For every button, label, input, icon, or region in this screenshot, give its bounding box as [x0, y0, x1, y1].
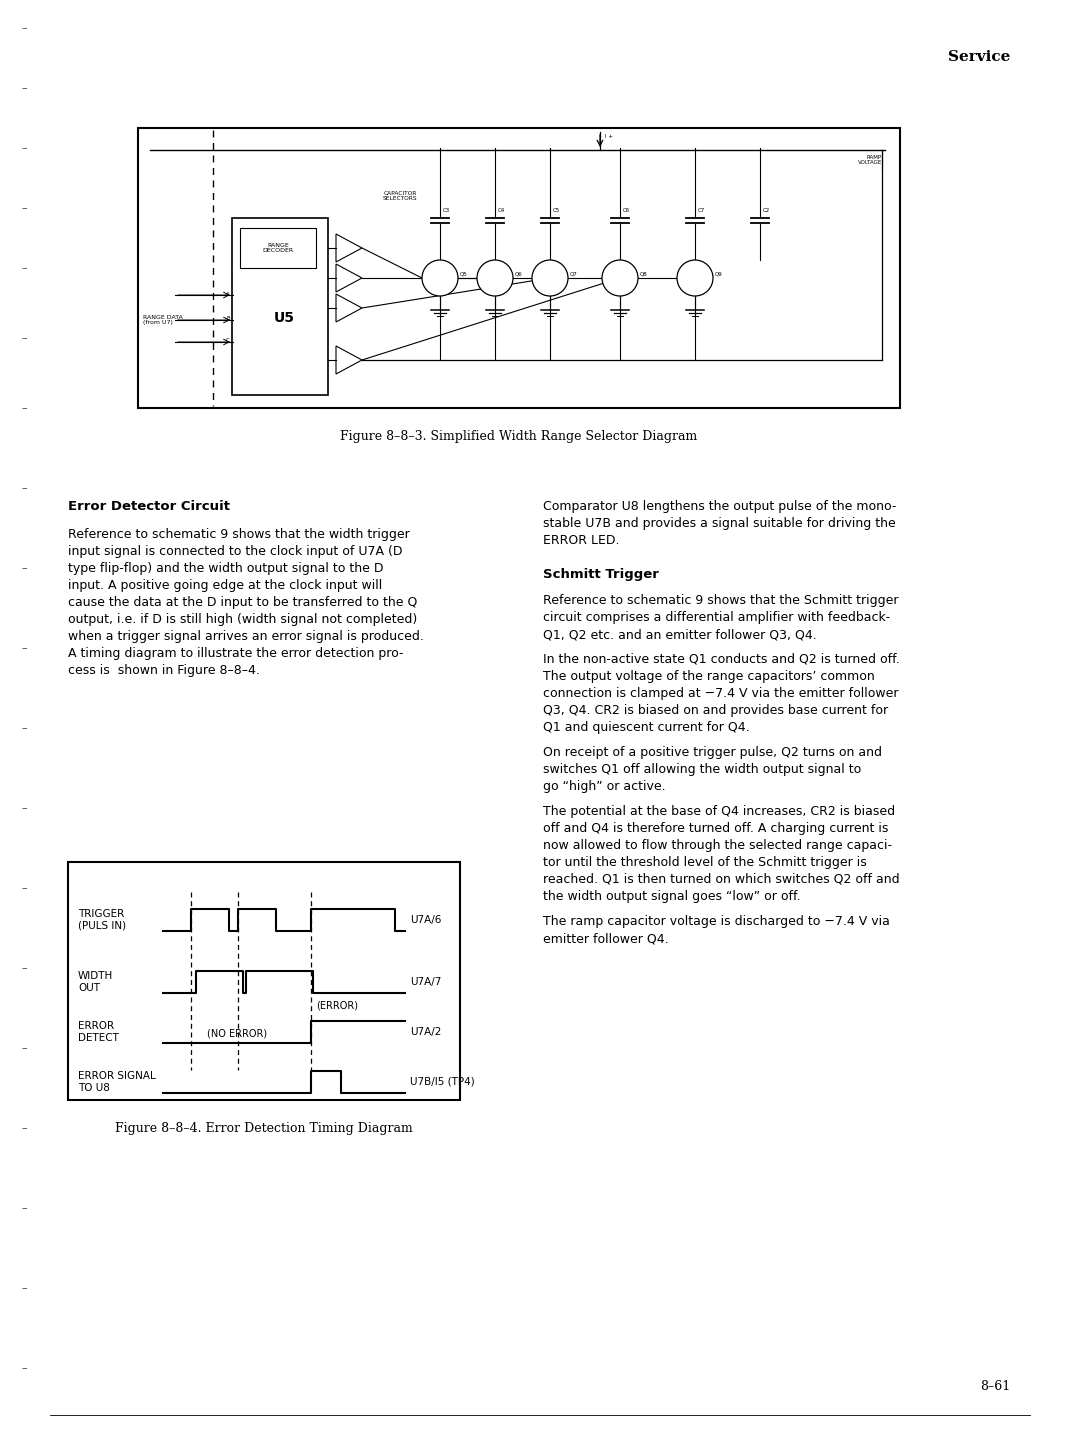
Text: –: –	[22, 1123, 27, 1133]
Text: WIDTH
OUT: WIDTH OUT	[78, 971, 113, 992]
Text: go “high” or active.: go “high” or active.	[543, 779, 665, 794]
Text: cess is  shown in Figure 8–8–4.: cess is shown in Figure 8–8–4.	[68, 664, 260, 676]
Text: output, i.e. if D is still high (width signal not completed): output, i.e. if D is still high (width s…	[68, 613, 417, 626]
Text: Q8: Q8	[640, 272, 648, 276]
Circle shape	[677, 260, 713, 296]
Text: (NO ERROR): (NO ERROR)	[207, 1030, 267, 1040]
Text: Q6: Q6	[515, 272, 523, 276]
Text: Reference to schematic 9 shows that the width trigger: Reference to schematic 9 shows that the …	[68, 528, 409, 541]
Text: stable U7B and provides a signal suitable for driving the: stable U7B and provides a signal suitabl…	[543, 518, 895, 531]
Text: reached. Q1 is then turned on which switches Q2 off and: reached. Q1 is then turned on which swit…	[543, 872, 900, 887]
Polygon shape	[336, 295, 362, 322]
Text: circuit comprises a differential amplifier with feedback-: circuit comprises a differential amplifi…	[543, 611, 890, 623]
Text: Q1 and quiescent current for Q4.: Q1 and quiescent current for Q4.	[543, 721, 750, 734]
Text: (ERROR): (ERROR)	[316, 1001, 357, 1011]
Text: Reference to schematic 9 shows that the Schmitt trigger: Reference to schematic 9 shows that the …	[543, 593, 899, 606]
Text: –: –	[22, 483, 27, 493]
Text: –: –	[22, 333, 27, 343]
Text: –: –	[22, 1042, 27, 1052]
Text: cause the data at the D input to be transferred to the Q: cause the data at the D input to be tran…	[68, 596, 417, 609]
Text: tor until the threshold level of the Schmitt trigger is: tor until the threshold level of the Sch…	[543, 857, 867, 869]
Text: CAPACITOR
SELECTORS: CAPACITOR SELECTORS	[382, 190, 417, 202]
Text: the width output signal goes “low” or off.: the width output signal goes “low” or of…	[543, 889, 800, 902]
Text: off and Q4 is therefore turned off. A charging current is: off and Q4 is therefore turned off. A ch…	[543, 822, 889, 835]
Text: A timing diagram to illustrate the error detection pro-: A timing diagram to illustrate the error…	[68, 646, 404, 661]
Text: The output voltage of the range capacitors’ common: The output voltage of the range capacito…	[543, 671, 875, 684]
Text: –: –	[22, 1283, 27, 1293]
Text: RAMP
VOLTAGE: RAMP VOLTAGE	[858, 154, 882, 166]
Text: –: –	[22, 263, 27, 273]
Text: Q1, Q2 etc. and an emitter follower Q3, Q4.: Q1, Q2 etc. and an emitter follower Q3, …	[543, 628, 816, 641]
Bar	[232, 217, 328, 395]
Text: –: –	[22, 23, 27, 33]
Text: I +: I +	[605, 133, 613, 139]
Text: input. A positive going edge at the clock input will: input. A positive going edge at the cloc…	[68, 579, 382, 592]
Text: connection is clamped at −7.4 V via the emitter follower: connection is clamped at −7.4 V via the …	[543, 686, 899, 701]
Circle shape	[422, 260, 458, 296]
Text: Q9: Q9	[715, 272, 723, 276]
Text: now allowed to flow through the selected range capaci-: now allowed to flow through the selected…	[543, 839, 892, 852]
Circle shape	[532, 260, 568, 296]
Text: A: A	[226, 293, 230, 297]
Text: –: –	[22, 962, 27, 972]
Text: Error Detector Circuit: Error Detector Circuit	[68, 500, 230, 513]
Text: –: –	[22, 83, 27, 93]
Text: U7A/2: U7A/2	[410, 1027, 442, 1037]
Polygon shape	[336, 235, 362, 262]
Text: emitter follower Q4.: emitter follower Q4.	[543, 932, 669, 945]
Text: ERROR
DETECT: ERROR DETECT	[78, 1021, 119, 1042]
Bar	[68, 862, 460, 1100]
Text: –: –	[22, 1363, 27, 1373]
Text: ERROR LED.: ERROR LED.	[543, 533, 620, 548]
Circle shape	[477, 260, 513, 296]
Circle shape	[602, 260, 638, 296]
Text: B: B	[227, 316, 230, 320]
Text: Q3, Q4. CR2 is biased on and provides base current for: Q3, Q4. CR2 is biased on and provides ba…	[543, 704, 888, 716]
Bar	[240, 227, 316, 267]
Text: C6: C6	[623, 207, 631, 213]
Text: –: –	[22, 403, 27, 413]
Text: U7A/7: U7A/7	[410, 977, 442, 987]
Text: Q7: Q7	[570, 272, 578, 276]
Text: Schmitt Trigger: Schmitt Trigger	[543, 568, 659, 581]
Text: –: –	[22, 882, 27, 892]
Text: –: –	[22, 203, 27, 213]
Text: –: –	[22, 143, 27, 153]
Text: U5: U5	[273, 312, 295, 326]
Text: C: C	[226, 339, 230, 343]
Text: Figure 8–8–4. Error Detection Timing Diagram: Figure 8–8–4. Error Detection Timing Dia…	[116, 1123, 413, 1135]
Text: C4: C4	[498, 207, 505, 213]
Text: –: –	[22, 724, 27, 734]
Text: input signal is connected to the clock input of U7A (D: input signal is connected to the clock i…	[68, 545, 403, 558]
Text: –: –	[22, 644, 27, 654]
Text: Q5: Q5	[460, 272, 468, 276]
Text: The ramp capacitor voltage is discharged to −7.4 V via: The ramp capacitor voltage is discharged…	[543, 915, 890, 928]
Text: In the non-active state Q1 conducts and Q2 is turned off.: In the non-active state Q1 conducts and …	[543, 654, 900, 666]
Text: U7A/6: U7A/6	[410, 915, 442, 925]
Bar	[138, 129, 900, 408]
Text: C3: C3	[443, 207, 450, 213]
Text: RANGE
DECODER: RANGE DECODER	[262, 243, 294, 253]
Text: C2: C2	[762, 207, 770, 213]
Polygon shape	[336, 346, 362, 375]
Text: U7B/I5 (TP4): U7B/I5 (TP4)	[410, 1077, 475, 1087]
Text: Comparator U8 lengthens the output pulse of the mono-: Comparator U8 lengthens the output pulse…	[543, 500, 896, 513]
Text: C7: C7	[698, 207, 705, 213]
Text: –: –	[22, 1203, 27, 1213]
Text: The potential at the base of Q4 increases, CR2 is biased: The potential at the base of Q4 increase…	[543, 805, 895, 818]
Text: –: –	[22, 563, 27, 573]
Text: Service: Service	[947, 50, 1010, 64]
Text: type flip-flop) and the width output signal to the D: type flip-flop) and the width output sig…	[68, 562, 383, 575]
Text: On receipt of a positive trigger pulse, Q2 turns on and: On receipt of a positive trigger pulse, …	[543, 746, 882, 759]
Text: 8–61: 8–61	[980, 1380, 1010, 1393]
Polygon shape	[336, 265, 362, 292]
Text: when a trigger signal arrives an error signal is produced.: when a trigger signal arrives an error s…	[68, 631, 423, 644]
Text: Figure 8–8–3. Simplified Width Range Selector Diagram: Figure 8–8–3. Simplified Width Range Sel…	[340, 430, 698, 443]
Text: –: –	[22, 804, 27, 814]
Text: ERROR SIGNAL
TO U8: ERROR SIGNAL TO U8	[78, 1071, 156, 1093]
Text: C5: C5	[553, 207, 561, 213]
Text: RANGE DATA
(from U7): RANGE DATA (from U7)	[143, 315, 183, 326]
Text: TRIGGER
(PULS IN): TRIGGER (PULS IN)	[78, 909, 126, 931]
Text: switches Q1 off allowing the width output signal to: switches Q1 off allowing the width outpu…	[543, 764, 861, 776]
